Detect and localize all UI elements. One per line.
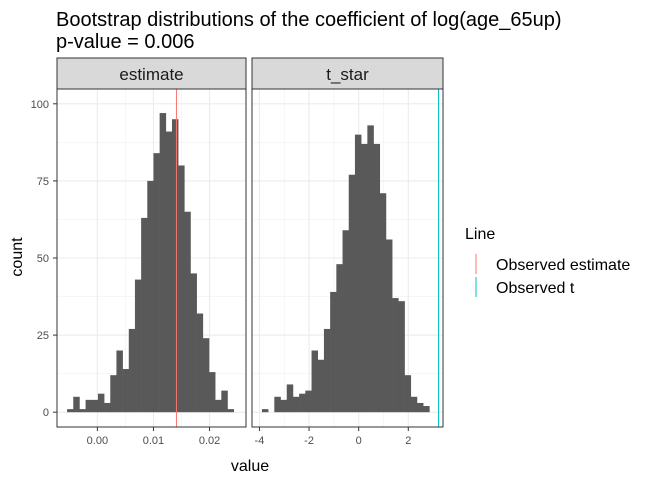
x-tick-label: -4 [255,435,265,447]
chart-title: Bootstrap distributions of the coefficie… [56,9,562,31]
x-tick-label: 2 [405,435,411,447]
histogram-bar [317,359,325,413]
histogram-bar [91,399,99,413]
histogram-bar [305,390,312,413]
histogram-bar [416,402,424,413]
histogram-bar [410,396,418,413]
histogram-bar [385,239,393,413]
facet-strip [56,57,247,90]
histogram-bar [184,211,191,413]
histogram-bar [79,409,86,413]
histogram-bar [110,375,117,413]
legend: Line Observed estimate Observed t [465,226,630,297]
histogram-bar [171,119,179,413]
histogram-bar [361,143,368,413]
y-tick-label: 0 [43,407,49,419]
histogram-bar [261,409,269,413]
legend-title: Line [465,226,495,243]
histogram-bar [323,328,331,413]
histogram-bar [280,399,288,413]
histogram-bar [330,291,337,413]
x-tick-label: 0.00 [87,435,108,447]
facet-panel-t_star: t_star -4 -2 0 2 [251,57,444,447]
histogram-bar [274,396,281,413]
histogram-bar [159,113,167,413]
y-axis-label: count [9,237,26,277]
facet-panels: estimate 0.00 0.01 0.02 0 25 50 75 100 t_star -4 -2… [31,57,444,447]
histogram-bar [97,393,105,413]
facet-strip-label: t_star [326,65,369,84]
histogram-bar [202,338,210,413]
x-axis-label: value [231,458,269,475]
histogram-bar [141,217,148,413]
histogram-bar [286,384,294,413]
x-tick-label: 0.02 [199,435,220,447]
histogram-bar [196,313,204,413]
histogram-bar [147,180,154,413]
histogram-bar [85,399,93,413]
histogram-bar [153,153,160,413]
histogram-bar [404,375,412,413]
histogram-bar [373,143,381,413]
y-tick-label: 100 [31,99,49,111]
histogram-bar [221,390,228,413]
histogram-bar [208,372,216,413]
chart-subtitle: p-value = 0.006 [56,31,194,53]
y-tick-label: 25 [37,330,49,342]
histogram-bar [178,165,185,413]
histogram-bar [398,301,405,413]
histogram-bar [165,131,173,413]
histogram-bar [104,402,111,413]
histogram-bar [67,409,74,413]
panel-border [251,88,444,428]
histogram-bar [379,193,387,413]
x-tick-label: 0.01 [143,435,164,447]
histogram-bar [392,298,399,413]
histogram-bar [73,396,80,413]
histogram-bar [128,328,136,413]
histogram-bar [227,409,234,413]
histogram-bar [116,350,123,413]
histogram-bar [342,230,350,413]
histogram-bar [190,273,197,413]
x-tick-label: -2 [304,435,314,447]
histogram-bar [348,174,356,413]
legend-label-observed-estimate: Observed estimate [496,257,630,274]
histogram-bar [354,134,362,413]
histogram-bar [336,264,343,413]
y-tick-label: 50 [37,253,49,265]
histogram-bar [423,406,430,413]
facet-strip-label: estimate [119,65,183,84]
y-tick-label: 75 [37,176,49,188]
histogram-bar [311,350,319,413]
histogram-bar [299,393,306,413]
legend-label-observed-t: Observed t [496,280,575,297]
histogram-bar [215,399,222,413]
histogram-bar [122,369,130,413]
x-tick-label: 0 [356,435,362,447]
histogram-bar [367,125,374,413]
facet-panel-estimate: estimate 0.00 0.01 0.02 0 25 50 75 100 [31,57,247,447]
facet-strip [251,57,444,90]
histogram-bar [292,396,300,413]
histogram-bar [134,279,142,413]
